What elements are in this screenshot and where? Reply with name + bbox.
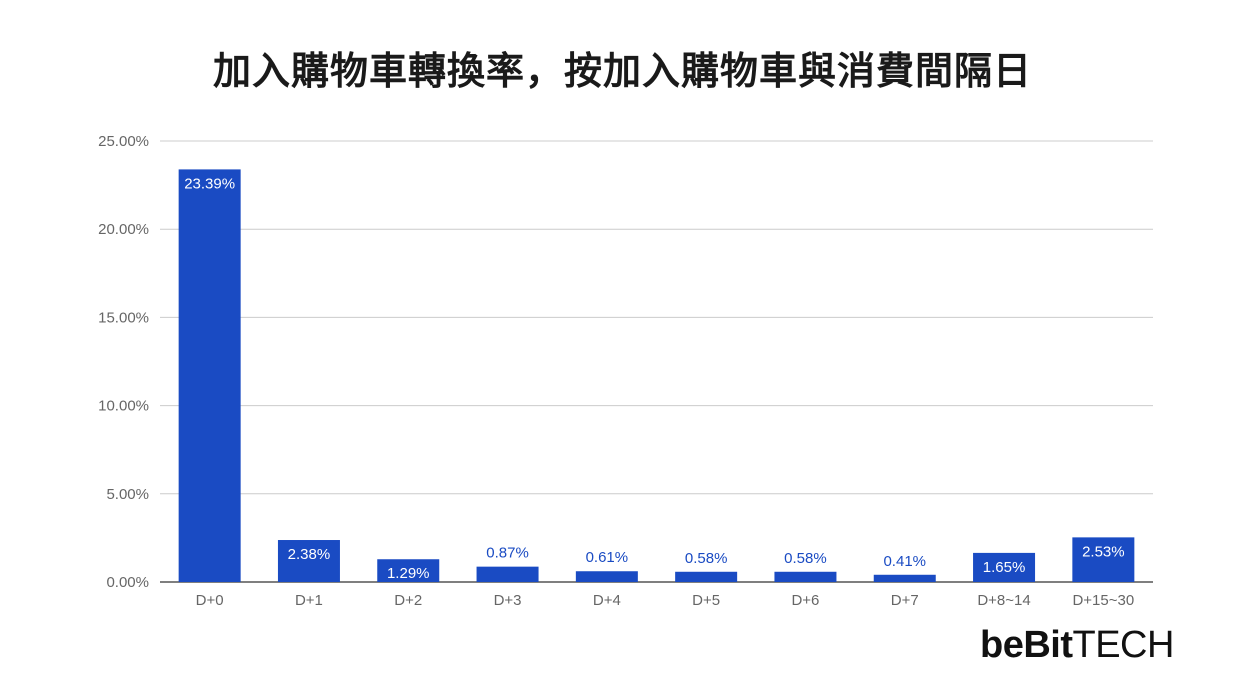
y-axis-ticks: 0.00% 5.00% 10.00% 15.00% 20.00% 25.00% (98, 133, 149, 591)
bar (1072, 537, 1135, 582)
x-tick-label: D+4 (593, 592, 621, 609)
x-tick-label: D+7 (891, 592, 919, 609)
data-label: 0.87% (486, 545, 529, 562)
bar (973, 552, 1036, 582)
data-label: 0.58% (685, 550, 728, 567)
data-label: 0.58% (784, 550, 827, 567)
x-tick-label: D+5 (692, 592, 720, 609)
x-tick-label: D+15~30 (1072, 592, 1134, 609)
x-tick-label: D+0 (196, 592, 224, 609)
bars (178, 169, 1135, 583)
bar (178, 169, 241, 583)
y-tick-label: 0.00% (106, 574, 149, 591)
y-tick-label: 10.00% (98, 398, 149, 415)
bar (377, 559, 440, 582)
y-tick-label: 25.00% (98, 133, 149, 150)
y-tick-label: 5.00% (106, 486, 149, 503)
x-tick-label: D+6 (791, 592, 819, 609)
x-axis-ticks: D+0 D+1 D+2 D+3 D+4 D+5 D+6 D+7 D+8~14 D+15~30 (196, 592, 1135, 609)
x-tick-label: D+2 (394, 592, 422, 609)
data-label: 2.53% (1082, 543, 1125, 560)
logo-part-tech: TECH (1072, 624, 1175, 666)
data-label: 0.61% (586, 549, 629, 566)
x-tick-label: D+8~14 (977, 592, 1030, 609)
grid-lines (160, 140, 1153, 583)
bebit-tech-logo: beBitTECH (980, 622, 1174, 668)
bar (774, 571, 837, 582)
x-tick-label: D+3 (494, 592, 522, 609)
data-label: 1.65% (983, 559, 1026, 576)
bar (476, 566, 539, 582)
bar (575, 571, 638, 582)
y-tick-label: 15.00% (98, 309, 149, 326)
y-tick-label: 20.00% (98, 221, 149, 238)
data-label: 1.29% (387, 565, 430, 582)
bar (675, 571, 738, 582)
data-label: 0.41% (883, 553, 926, 570)
x-tick-label: D+1 (295, 592, 323, 609)
bar (277, 540, 340, 582)
chart-title: 加入購物車轉換率，按加入購物車與消費間隔日 (212, 49, 1032, 93)
data-labels: 23.39% 2.38% 1.29% 0.87% 0.61% 0.58% 0.58% 0.41… (184, 175, 1124, 582)
data-label: 23.39% (184, 175, 235, 192)
bar (873, 574, 936, 582)
data-label: 2.38% (288, 546, 331, 563)
logo-part-bebit: beBit (980, 624, 1073, 666)
